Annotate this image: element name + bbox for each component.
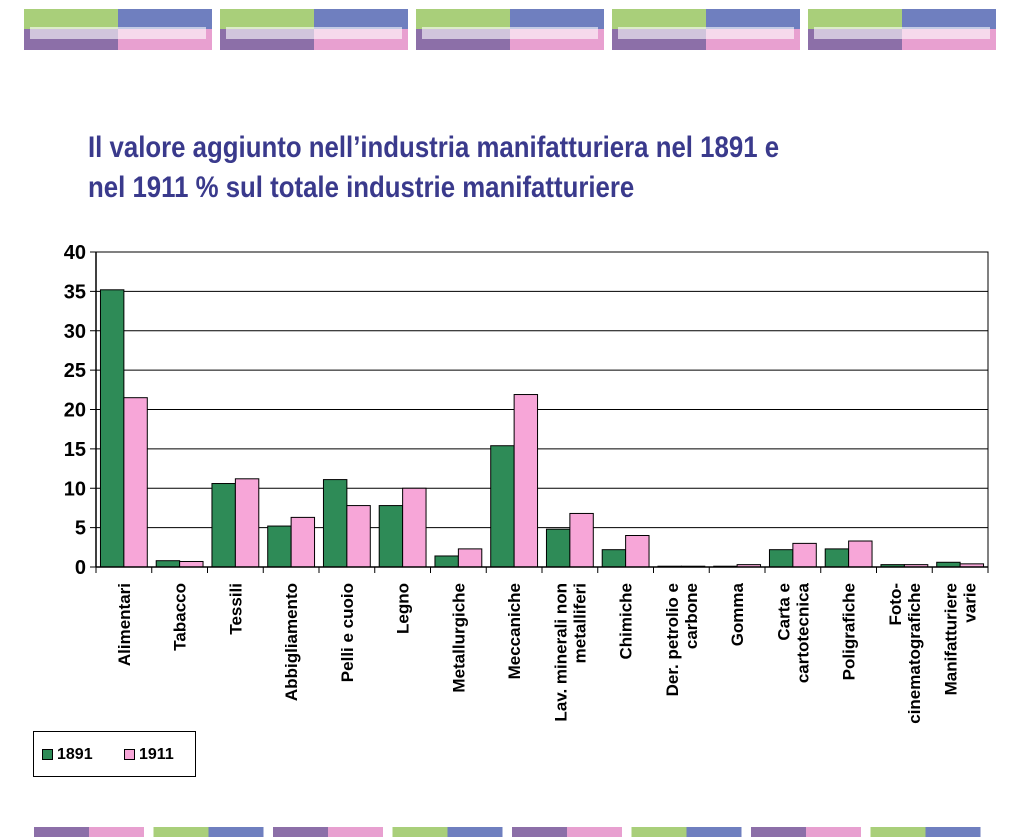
bar-1911-0	[123, 397, 148, 568]
bar-1891-9	[601, 549, 627, 568]
y-tick-label-0: 0	[75, 557, 86, 579]
x-tick-label-8: Lav. minerali nonmetalliferi	[551, 583, 589, 722]
y-tick-label-35: 35	[64, 281, 86, 303]
bar-1891-4	[322, 479, 348, 568]
bar-1891-8	[545, 528, 571, 568]
legend-label-1891: 1891	[57, 746, 93, 763]
x-tick-label-3: Abbigliamento	[282, 583, 301, 701]
y-tick-label-40: 40	[64, 242, 86, 264]
top-deco-green-2	[416, 9, 510, 29]
bar-1891-5	[378, 505, 404, 568]
bottom-deco-right-7	[925, 827, 981, 837]
x-tick-label-1: Tabacco	[171, 583, 190, 651]
legend-swatch-1891	[42, 749, 53, 760]
legend-swatch-1911	[124, 749, 135, 760]
bottom-deco-right-2	[328, 827, 383, 837]
y-tick-label-10: 10	[64, 478, 86, 500]
x-tick-label-11: Gomma	[728, 582, 747, 646]
bar-1891-3	[267, 525, 292, 568]
bottom-deco-left-0	[34, 827, 89, 837]
bottom-deco-right-0	[89, 827, 144, 837]
bar-1891-1	[155, 560, 181, 568]
bar-1891-7	[490, 445, 515, 568]
top-decoration-bar	[24, 9, 996, 50]
x-tick-label-9: Chimiche	[617, 583, 636, 660]
chart-title: Il valore aggiunto nell’industria manifa…	[88, 128, 828, 208]
bar-1911-3	[290, 516, 316, 568]
top-deco-highlight-1	[226, 27, 402, 39]
x-tick-label-12: Carta ecartotecnica	[774, 582, 812, 683]
bar-1911-2	[234, 478, 260, 568]
bar-1911-12	[792, 542, 817, 568]
top-deco-blue-0	[118, 9, 212, 29]
bar-1911-6	[457, 548, 483, 568]
top-deco-green-4	[808, 9, 902, 29]
y-tick-label-20: 20	[64, 400, 86, 422]
legend: 1891 1911	[33, 731, 196, 777]
bottom-deco-right-5	[686, 827, 742, 837]
bottom-deco-left-6	[751, 827, 806, 837]
top-deco-green-0	[24, 9, 118, 29]
bottom-deco-right-3	[447, 827, 503, 837]
title-line-1: Il valore aggiunto nell’industria manifa…	[88, 131, 780, 164]
bar-1891-12	[768, 549, 794, 568]
y-tick-label-5: 5	[75, 518, 86, 540]
x-tick-label-13: Poligrafiche	[840, 583, 859, 680]
bottom-deco-left-3	[392, 827, 448, 837]
bar-1891-6	[434, 555, 459, 568]
top-deco-highlight-4	[814, 27, 990, 39]
title-line-2: nel 1911 % sul totale industrie manifatt…	[88, 171, 635, 204]
bar-1911-8	[569, 512, 594, 568]
bottom-deco-left-4	[512, 827, 567, 837]
top-deco-blue-2	[510, 9, 604, 29]
top-deco-blue-4	[902, 9, 996, 29]
bar-1911-7	[513, 394, 539, 568]
x-tick-label-4: Pelli e cuoio	[338, 583, 357, 682]
bar-1891-13	[824, 548, 850, 568]
bar-1891-0	[99, 289, 125, 568]
bar-1911-5	[402, 487, 427, 568]
top-deco-green-1	[220, 9, 314, 29]
top-deco-highlight-3	[618, 27, 794, 39]
top-deco-green-3	[612, 9, 706, 29]
bottom-deco-right-6	[806, 827, 861, 837]
x-tick-label-10: Der. petrolio ecarbone	[663, 583, 701, 696]
y-tick-label-15: 15	[64, 439, 86, 461]
bar-1911-13	[848, 540, 873, 568]
x-tick-label-6: Metallurgiche	[449, 583, 468, 693]
y-tick-label-30: 30	[64, 321, 86, 343]
x-tick-label-15: Manifatturierevarie	[942, 583, 980, 695]
bottom-deco-right-4	[567, 827, 622, 837]
x-tick-label-2: Tessili	[226, 583, 245, 635]
x-tick-label-7: Meccaniche	[505, 583, 524, 679]
bottom-deco-left-7	[870, 827, 926, 837]
bottom-deco-right-1	[208, 827, 264, 837]
bar-1891-2	[211, 483, 236, 568]
x-tick-label-5: Legno	[394, 583, 413, 634]
x-tick-label-14: Foto-cinematografiche	[886, 583, 924, 724]
bottom-deco-left-2	[273, 827, 328, 837]
x-tick-label-0: Alimentari	[115, 583, 134, 666]
bottom-deco-left-5	[631, 827, 687, 837]
bottom-deco-left-1	[153, 827, 209, 837]
top-deco-blue-3	[706, 9, 800, 29]
bottom-decoration-bar	[34, 827, 981, 837]
legend-label-1911: 1911	[139, 746, 174, 763]
top-deco-blue-1	[314, 9, 408, 29]
bar-1911-9	[625, 535, 650, 568]
y-tick-label-25: 25	[64, 360, 86, 382]
bar-1911-4	[346, 505, 371, 568]
bar-1911-1	[179, 560, 204, 568]
top-deco-highlight-0	[30, 27, 206, 39]
top-deco-highlight-2	[422, 27, 598, 39]
